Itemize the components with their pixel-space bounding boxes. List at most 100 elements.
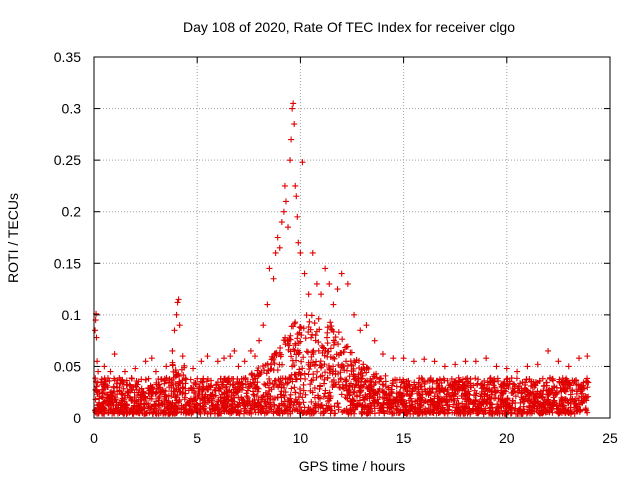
noise-point — [401, 380, 408, 387]
noise-point — [451, 379, 458, 386]
noise-point — [315, 315, 322, 322]
noise-point — [288, 385, 295, 392]
noise-point — [347, 349, 354, 356]
noise-point — [397, 408, 404, 415]
noise-point — [506, 378, 513, 385]
noise-point — [504, 395, 511, 402]
noise-point — [335, 329, 342, 336]
noise-point — [521, 386, 528, 393]
noise-point — [448, 384, 455, 391]
noise-point — [264, 395, 271, 402]
data-point — [565, 363, 572, 370]
data-point — [344, 280, 351, 287]
noise-point — [228, 391, 235, 398]
noise-point — [333, 381, 340, 388]
data-point — [260, 322, 267, 329]
noise-point — [147, 386, 154, 393]
data-point — [379, 351, 386, 358]
noise-point — [481, 407, 488, 414]
noise-point — [416, 402, 423, 409]
noise-point — [324, 406, 331, 413]
noise-point — [364, 403, 371, 410]
x-tick-label: 0 — [90, 430, 98, 446]
noise-point — [393, 376, 400, 383]
data-point — [334, 286, 341, 293]
data-point — [173, 311, 180, 318]
noise-point — [174, 405, 181, 412]
noise-point — [560, 404, 567, 411]
noise-point — [512, 393, 519, 400]
noise-point — [352, 382, 359, 389]
noise-point — [138, 376, 145, 383]
data-point — [101, 363, 108, 370]
noise-point — [220, 407, 227, 414]
noise-point — [298, 332, 305, 339]
noise-point — [138, 385, 145, 392]
noise-point — [386, 396, 393, 403]
noise-point — [467, 376, 474, 383]
noise-point — [339, 336, 346, 343]
noise-point — [543, 379, 550, 386]
noise-point — [334, 400, 341, 407]
noise-point — [185, 387, 192, 394]
noise-point — [320, 408, 327, 415]
noise-point — [262, 403, 269, 410]
noise-point — [121, 396, 128, 403]
noise-point — [196, 384, 203, 391]
noise-point — [519, 379, 526, 386]
data-point — [176, 322, 183, 329]
noise-point — [329, 326, 336, 333]
data-point — [390, 355, 397, 362]
noise-point — [399, 392, 406, 399]
noise-point — [195, 388, 202, 395]
noise-point — [385, 384, 392, 391]
noise-point — [526, 376, 533, 383]
data-point — [545, 347, 552, 354]
noise-point — [324, 375, 331, 382]
noise-point — [482, 388, 489, 395]
noise-point — [300, 399, 307, 406]
noise-point — [393, 383, 400, 390]
noise-point — [583, 407, 590, 414]
noise-point — [344, 362, 351, 369]
noise-point — [295, 401, 302, 408]
noise-point — [140, 404, 147, 411]
noise-point — [305, 371, 312, 378]
noise-point — [361, 366, 368, 373]
noise-point — [491, 389, 498, 396]
noise-point — [380, 381, 387, 388]
noise-point — [302, 335, 309, 342]
noise-point — [269, 381, 276, 388]
noise-point — [404, 410, 411, 417]
noise-point — [171, 394, 178, 401]
data-point — [293, 193, 300, 200]
data-points — [92, 100, 592, 417]
noise-point — [176, 373, 183, 380]
noise-point — [128, 375, 135, 382]
noise-point — [513, 375, 520, 382]
noise-point — [536, 392, 543, 399]
data-point — [371, 337, 378, 344]
noise-point — [317, 373, 324, 380]
noise-point — [178, 409, 185, 416]
noise-point — [339, 409, 346, 416]
noise-point — [429, 379, 436, 386]
noise-point — [400, 384, 407, 391]
noise-point — [254, 373, 261, 380]
noise-point — [426, 409, 433, 416]
noise-point — [194, 406, 201, 413]
noise-point — [342, 382, 349, 389]
noise-point — [313, 374, 320, 381]
noise-point — [356, 384, 363, 391]
noise-point — [171, 410, 178, 417]
y-tick-labels: 0 0.05 0.1 0.15 0.2 0.25 0.3 0.35 — [54, 49, 81, 426]
noise-point — [418, 375, 425, 382]
noise-point — [299, 365, 306, 372]
noise-point — [244, 394, 251, 401]
noise-point — [171, 405, 178, 412]
noise-point — [317, 358, 324, 365]
noise-point — [355, 371, 362, 378]
data-point — [313, 280, 320, 287]
noise-point — [207, 384, 214, 391]
noise-point — [172, 369, 179, 376]
